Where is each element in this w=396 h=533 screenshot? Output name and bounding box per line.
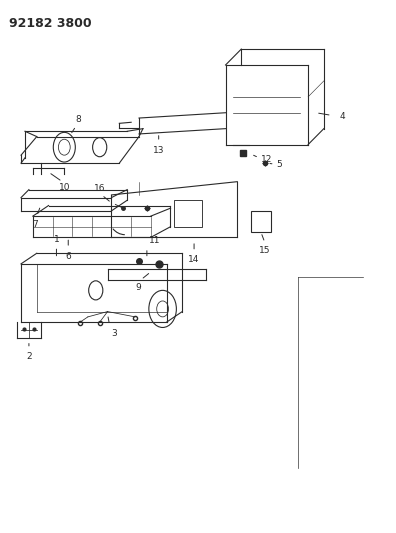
Text: 7: 7 (32, 220, 38, 229)
Text: 9: 9 (135, 284, 141, 293)
Text: 10: 10 (59, 183, 70, 192)
Text: 8: 8 (75, 116, 81, 124)
Text: 6: 6 (65, 252, 71, 261)
Bar (251, 211, 271, 232)
Bar (174, 200, 202, 227)
Text: 12: 12 (261, 155, 272, 164)
Text: 3: 3 (112, 328, 117, 337)
Text: 92182 3800: 92182 3800 (9, 17, 92, 30)
Text: 14: 14 (188, 255, 200, 264)
Text: 13: 13 (153, 146, 164, 155)
Text: 15: 15 (259, 246, 270, 255)
Text: 2: 2 (26, 352, 32, 361)
Text: 1: 1 (53, 235, 59, 244)
Text: 4: 4 (339, 112, 345, 121)
Text: 16: 16 (94, 184, 105, 193)
Text: 11: 11 (149, 236, 160, 245)
Text: 5: 5 (277, 160, 282, 169)
